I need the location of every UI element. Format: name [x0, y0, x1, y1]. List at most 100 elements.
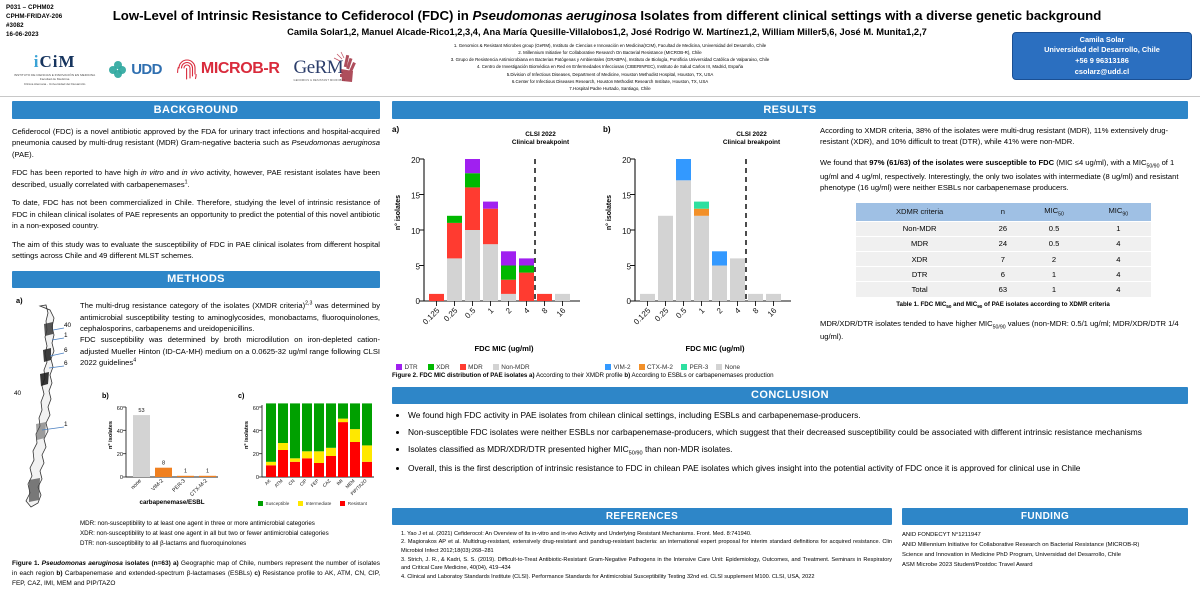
- definition-dtr: DTR: non-susceptibility to all β-lactams…: [80, 540, 247, 548]
- svg-text:15: 15: [622, 191, 631, 200]
- map-count-3: 6: [64, 347, 68, 355]
- figure1b-tag: b): [102, 391, 109, 400]
- icim-sub-1: INSTITUTO DE CIENCIAS E INNOVACIÓN EN ME…: [14, 72, 96, 77]
- figure1-caption: Figure 1. Pseudomonas aeruginosa isolate…: [12, 560, 381, 587]
- title-species: Pseudomonas aeruginosa: [472, 8, 637, 23]
- figure2a-xlabel: FDC MIC (ug/ml): [474, 343, 534, 353]
- col-n: n: [983, 203, 1022, 222]
- bottom-row: REFERENCES 1. Yao J et al. (2021) Cefide…: [392, 508, 1188, 582]
- svg-text:CN: CN: [287, 478, 295, 486]
- svg-text:0.5: 0.5: [463, 305, 478, 320]
- col-mic90: MIC90: [1086, 203, 1151, 222]
- legend-per3: PER-3: [680, 364, 708, 371]
- svg-text:0: 0: [120, 475, 123, 481]
- methods-text: The multi-drug resistance category of th…: [80, 296, 380, 368]
- svg-text:4: 4: [522, 305, 532, 315]
- svg-text:PER-3: PER-3: [171, 478, 186, 493]
- svg-text:ATM: ATM: [274, 478, 284, 488]
- col-mic50: MIC50: [1021, 203, 1087, 222]
- logo-strip: iCiM INSTITUTO DE CIENCIAS E INNOVACIÓN …: [14, 46, 357, 92]
- svg-text:20: 20: [117, 452, 123, 458]
- figure1c-legend: Susceptible Intermediate Resistant: [258, 501, 367, 507]
- methods-paragraph-2: FDC susceptibility was determined by bro…: [80, 335, 380, 368]
- contact-institution: Universidad del Desarrollo, Chile: [1044, 45, 1160, 55]
- svg-text:16: 16: [555, 305, 568, 318]
- affiliation-6: 6.Center for Infectious Diseases Researc…: [511, 78, 709, 84]
- methods-paragraph-1: The multi-drug resistance category of th…: [80, 300, 380, 334]
- funding-item: ASM Microbe 2023 Student/Postdoc Travel …: [902, 561, 1033, 568]
- conclusion-item: Overall, this is the first description o…: [408, 463, 1188, 475]
- background-banner: BACKGROUND: [12, 101, 380, 119]
- results-column: RESULTS a) CLSI 2022 Clinical breakpoint…: [392, 101, 1188, 480]
- figure2b: b) CLSI 2022 Clinical breakpoint n° isol…: [603, 125, 808, 371]
- svg-text:0: 0: [627, 297, 632, 306]
- table-row: Non-MDR 26 0.5 1: [855, 220, 1151, 237]
- background-paragraph-1: Cefiderocol (FDC) is a novel antibiotic …: [12, 126, 381, 159]
- svg-text:IMI: IMI: [336, 478, 344, 486]
- criteria-definitions: MDR: non-susceptibility to at least one …: [80, 519, 392, 549]
- affiliation-2: 2. Millennium Initiative for Collaborati…: [518, 50, 702, 56]
- affiliation-7: 7.Hospital Padre Hurtado, Santiago, Chil…: [569, 85, 651, 91]
- svg-text:CAZ: CAZ: [322, 478, 332, 488]
- microbr-logo: MICROB-R: [176, 55, 280, 83]
- svg-text:60: 60: [253, 406, 259, 412]
- funding-banner: FUNDING: [902, 508, 1188, 525]
- svg-text:10: 10: [622, 227, 631, 236]
- map-count-4: 6: [64, 360, 68, 368]
- hand-icon: [334, 51, 357, 82]
- figure1-charts: b) n° isolates 0 20 40 60: [100, 391, 392, 511]
- title-segment-1: Low-Level of Intrinsic Resistance to Cef…: [112, 8, 473, 23]
- table-row: MDR 24 0.5 4: [855, 235, 1151, 252]
- svg-text:5: 5: [416, 262, 421, 271]
- conclusion-list: We found high FDC activity in PAE isolat…: [392, 410, 1188, 475]
- legend-mdr: MDR: [459, 364, 483, 371]
- figure2a-legend: DTR XDR MDR Non-MDR: [396, 364, 530, 371]
- svg-text:8: 8: [751, 305, 761, 315]
- poster-code: P031 – CPHM02: [6, 4, 54, 11]
- table-row: Total 63 1 4: [855, 281, 1151, 297]
- header-divider: [0, 96, 1200, 97]
- svg-text:CIP: CIP: [299, 478, 308, 487]
- author-list: Camila Solar1,2, Manuel Alcade-Rico1,2,3…: [287, 27, 927, 37]
- results-paragraph-1: According to XMDR criteria, 38% of the i…: [820, 125, 1169, 147]
- legend-non-mdr: Non-MDR: [492, 364, 530, 371]
- legend-vim2: VIM-2: [605, 364, 631, 371]
- udd-logo: UDD: [109, 60, 163, 78]
- table-header-row: XDMR criteria n MIC50 MIC90: [855, 203, 1151, 222]
- svg-text:none: none: [130, 478, 143, 491]
- germ-wordmark: GeRM: [293, 56, 344, 78]
- microbr-wordmark: MICROB-R: [200, 60, 280, 77]
- map-count-6: 40: [14, 390, 22, 398]
- icim-sub-2: Facultad de Medicina: [39, 77, 70, 82]
- results-content: a) CLSI 2022 Clinical breakpoint n° isol…: [392, 125, 1188, 371]
- funding-item: ANID Millennium Initiative for Collabora…: [902, 541, 1140, 548]
- map-count-5: 1: [64, 421, 68, 429]
- legend-xdr: XDR: [427, 364, 450, 371]
- figure1b-svg: 0 20 40 60 53 8 1 1: [117, 406, 218, 497]
- references-banner: REFERENCES: [392, 508, 892, 525]
- icim-logo: iCiM INSTITUTO DE CIENCIAS E INNOVACIÓN …: [14, 51, 96, 86]
- poster-id-meta: P031 – CPHM02 CPHM-FRIDAY-206 #3082 16-0…: [6, 4, 62, 40]
- background-paragraph-4: The aim of this study was to evaluate th…: [12, 239, 380, 261]
- svg-text:15: 15: [411, 191, 420, 200]
- figure2-caption: Figure 2. FDC MIC distribution of PAE is…: [392, 371, 774, 379]
- references-list: 1. Yao J et al. (2021) Cefiderocol: An O…: [392, 530, 892, 582]
- contact-name: Camila Solar: [1079, 34, 1125, 44]
- left-column: BACKGROUND Cefiderocol (FDC) is a novel …: [12, 101, 381, 587]
- figure2b-svg: 0 5 10 15 20: [622, 156, 791, 326]
- conclusion-item: We found high FDC activity in PAE isolat…: [408, 410, 1188, 422]
- map-count-2: 1: [64, 332, 68, 340]
- contact-phone: +56 9 96313186: [1075, 56, 1129, 65]
- figure1c-tag: c): [238, 391, 245, 400]
- contact-email[interactable]: csolarz@udd.cl: [1074, 66, 1130, 76]
- svg-text:40: 40: [117, 429, 123, 435]
- affiliation-1: 1. Genomics & Resistant Microbes group (…: [453, 43, 767, 48]
- contact-box: Camila Solar Universidad del Desarrollo,…: [1012, 32, 1192, 80]
- fingerprint-icon: [176, 59, 197, 80]
- results-paragraph-3: MDR/XDR/DTR isolates tended to have high…: [820, 318, 1179, 342]
- udd-wordmark: UDD: [131, 60, 162, 78]
- table-row: XDR 7 2 4: [855, 251, 1151, 267]
- svg-text:AK: AK: [264, 478, 273, 487]
- poster-date: 16-06-2023: [6, 30, 39, 38]
